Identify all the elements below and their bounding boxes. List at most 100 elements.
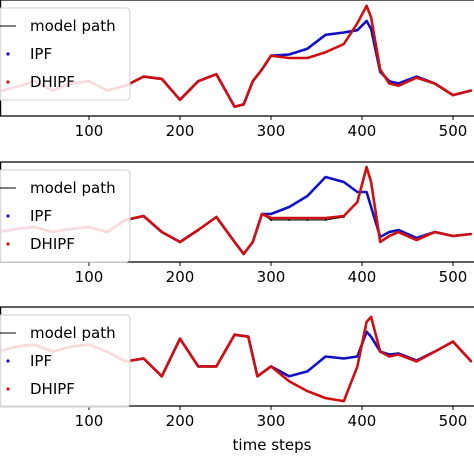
legend: model path IPF DHIPF <box>0 7 131 101</box>
data-point <box>433 231 436 233</box>
data-point <box>397 231 400 233</box>
data-point <box>142 75 145 78</box>
data-point <box>324 355 327 358</box>
x-tick-label: 100 <box>75 268 104 286</box>
legend-label: model path <box>30 17 116 35</box>
data-point <box>365 320 368 323</box>
data-point <box>356 355 359 358</box>
data-point <box>397 84 400 87</box>
data-point <box>233 105 236 108</box>
legend-frame <box>0 169 131 263</box>
panel-2: 100 200 300 400 500 model path IPF DHIPF <box>0 161 474 286</box>
data-point <box>433 82 436 85</box>
x-tick-label: 300 <box>257 122 286 140</box>
legend-label: model path <box>30 179 116 197</box>
data-point <box>179 98 181 101</box>
legend-label: DHIPF <box>30 235 75 253</box>
data-point <box>256 375 259 378</box>
data-point <box>324 33 327 36</box>
data-point <box>142 357 145 360</box>
data-point <box>342 215 345 217</box>
data-point <box>306 195 309 197</box>
data-point <box>288 219 291 221</box>
data-point <box>415 360 418 363</box>
data-point <box>388 235 391 237</box>
legend-label: IPF <box>30 352 52 370</box>
data-point <box>356 201 359 203</box>
data-point <box>342 31 345 34</box>
data-point <box>260 213 263 215</box>
data-point <box>342 43 345 46</box>
data-point <box>306 217 309 219</box>
data-point <box>342 400 345 403</box>
data-point <box>160 375 163 378</box>
data-point <box>242 253 245 255</box>
data-point <box>233 333 236 336</box>
data-point <box>306 370 309 373</box>
data-point <box>288 57 291 59</box>
data-point <box>397 229 400 231</box>
data-point <box>324 176 327 178</box>
legend-swatch-ipf <box>6 359 10 363</box>
data-point <box>270 219 272 221</box>
data-point <box>251 241 254 243</box>
data-point <box>397 353 400 356</box>
panel-1: 100 200 300 400 500 model path IPF DHIPF <box>0 0 474 140</box>
data-point <box>356 365 359 368</box>
data-point <box>324 217 327 219</box>
data-point <box>397 82 400 85</box>
data-point <box>470 360 473 363</box>
data-point <box>388 231 391 233</box>
data-point <box>288 380 291 383</box>
legend-frame <box>0 7 131 101</box>
data-point <box>370 16 373 19</box>
x-tick-label: 200 <box>166 122 195 140</box>
data-point <box>306 390 309 393</box>
legend: model path IPF DHIPF <box>0 169 131 263</box>
data-point <box>324 219 327 221</box>
data-point <box>365 4 368 7</box>
data-point <box>342 357 345 360</box>
data-point <box>197 365 200 368</box>
legend-swatch-dhipf <box>6 242 10 246</box>
legend-label: model path <box>30 324 116 342</box>
data-point <box>215 365 218 368</box>
data-point <box>370 335 373 338</box>
data-point <box>179 241 181 243</box>
x-tick-label: 400 <box>348 412 377 430</box>
legend-label: IPF <box>30 45 52 63</box>
data-point <box>342 181 345 183</box>
x-tick-label: 100 <box>75 122 104 140</box>
data-point <box>370 206 373 208</box>
data-point <box>470 89 473 92</box>
data-point <box>356 22 359 25</box>
data-point <box>379 350 382 353</box>
data-point <box>260 68 263 71</box>
data-point <box>379 68 382 71</box>
data-point <box>233 241 236 243</box>
data-point <box>365 166 368 168</box>
legend-frame <box>0 314 131 408</box>
data-point <box>251 80 254 83</box>
data-point <box>324 397 327 400</box>
x-tick-label: 500 <box>439 122 468 140</box>
data-point <box>247 335 250 338</box>
data-point <box>415 76 418 79</box>
legend-swatch-ipf <box>6 214 10 218</box>
panel-3: 100 200 300 400 500 model path IPF DHIPF <box>0 306 474 430</box>
x-axis-label: time steps <box>233 436 312 454</box>
legend-swatch-dhipf <box>6 387 10 391</box>
data-point <box>215 216 218 218</box>
data-point <box>452 235 454 237</box>
data-point <box>370 315 373 318</box>
legend-label: DHIPF <box>30 73 75 91</box>
data-point <box>288 217 291 219</box>
data-point <box>270 365 272 368</box>
data-point <box>197 229 200 231</box>
data-point <box>160 231 163 233</box>
data-point <box>306 57 309 59</box>
data-point <box>306 47 309 50</box>
data-point <box>160 77 163 80</box>
data-point <box>370 181 373 183</box>
